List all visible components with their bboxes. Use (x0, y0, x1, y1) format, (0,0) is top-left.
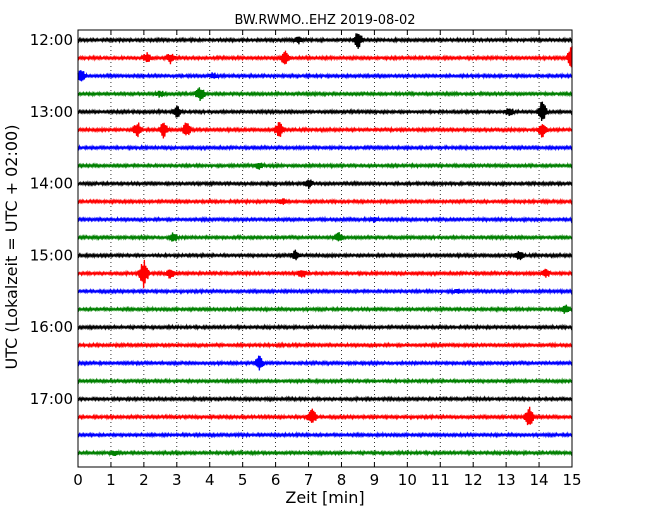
trace-1230 (77, 70, 573, 82)
trace-1500 (77, 249, 573, 261)
trace-1630 (77, 355, 573, 371)
grid-lines (110, 30, 540, 467)
trace-1330 (77, 143, 573, 152)
x-tick-label: 14 (530, 471, 549, 489)
trace-1245 (77, 87, 573, 101)
y-tick-label: 16:00 (30, 318, 73, 336)
x-tick-label: 11 (431, 471, 450, 489)
trace-1515 (77, 259, 573, 289)
y-tick-label: 13:00 (30, 103, 73, 121)
x-tick-label: 2 (139, 471, 149, 489)
trace-1600 (77, 323, 573, 332)
traces (77, 33, 573, 458)
trace-1530 (77, 287, 573, 296)
y-tick-label: 17:00 (30, 390, 73, 408)
trace-1445 (77, 231, 573, 242)
axis-ticks: 0 1 2 3 4 5 6 7 8 9 10 11 12 13 14 1512:0013:0014:0015:… (30, 30, 582, 489)
x-tick-label: 9 (370, 471, 380, 489)
trace-1745 (77, 448, 573, 458)
x-tick-label: 6 (271, 471, 281, 489)
x-tick-label: 12 (464, 471, 483, 489)
x-tick-label: 0 (73, 471, 83, 489)
y-tick-label: 12:00 (30, 31, 73, 49)
trace-1300 (77, 101, 573, 121)
y-tick-label: 15:00 (30, 246, 73, 264)
trace-1730 (77, 431, 573, 439)
plot-frame (77, 29, 573, 468)
trace-1615 (77, 341, 573, 350)
trace-1700 (77, 394, 573, 403)
trace-1345 (77, 161, 573, 170)
y-tick-label: 14:00 (30, 175, 73, 193)
trace-1415 (77, 197, 573, 206)
x-axis-label: Zeit [min] (285, 488, 364, 507)
y-axis-label: UTC (Lokalzeit = UTC + 02:00) (2, 125, 21, 370)
trace-1200 (77, 33, 573, 49)
x-tick-label: 4 (205, 471, 215, 489)
x-tick-label: 1 (106, 471, 116, 489)
x-tick-label: 3 (172, 471, 182, 489)
x-tick-label: 10 (398, 471, 417, 489)
x-tick-label: 8 (337, 471, 347, 489)
x-tick-label: 15 (562, 471, 581, 489)
trace-1215 (77, 46, 573, 68)
chart-title: BW.RWMO..EHZ 2019-08-02 (234, 13, 415, 28)
x-tick-label: 7 (304, 471, 314, 489)
x-tick-label: 13 (497, 471, 516, 489)
trace-1315 (77, 122, 573, 139)
trace-1545 (77, 304, 573, 314)
trace-1400 (77, 179, 573, 190)
trace-1715 (77, 406, 573, 426)
x-tick-label: 5 (238, 471, 248, 489)
trace-1430 (77, 215, 573, 224)
trace-1645 (77, 377, 573, 385)
